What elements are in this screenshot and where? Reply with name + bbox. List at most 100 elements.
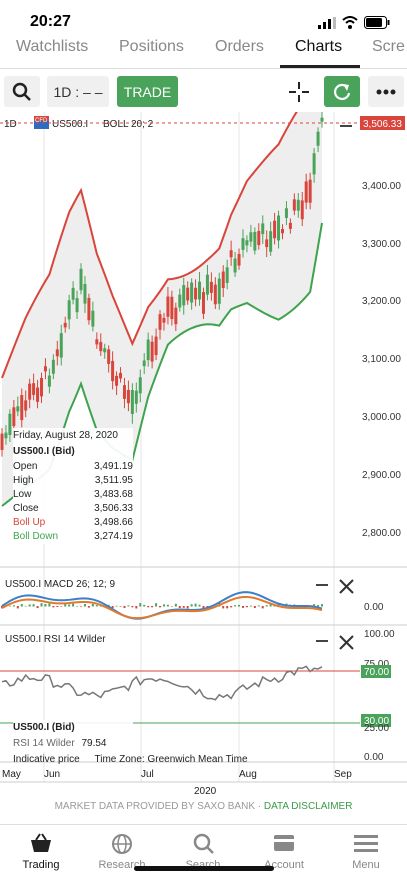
macd-histogram-bar	[234, 605, 237, 607]
macd-histogram-bar	[127, 605, 130, 607]
candle-body	[134, 390, 138, 404]
more-icon	[376, 89, 396, 94]
macd-histogram-bar	[159, 606, 162, 608]
tab-orders[interactable]: Orders	[215, 38, 264, 55]
candle-body	[142, 360, 146, 367]
macd-histogram-bar	[245, 606, 248, 608]
rsi-y-tick: 70.00	[364, 667, 389, 678]
macd-histogram-bar	[151, 606, 154, 608]
macd-histogram-bar	[32, 604, 35, 607]
candle-body	[87, 297, 91, 321]
candle-body	[241, 238, 245, 250]
candle-body	[107, 349, 111, 364]
candle-body	[280, 228, 284, 234]
battery-icon	[364, 16, 390, 29]
close-icon[interactable]	[339, 579, 354, 594]
candle-body	[12, 407, 16, 427]
rsi-y-tick: 25.00	[364, 723, 389, 734]
candle-body	[99, 342, 103, 352]
more-button[interactable]	[368, 76, 404, 107]
candle-body	[115, 375, 119, 386]
candle-body	[75, 298, 79, 313]
macd-histogram-bar	[155, 603, 158, 607]
candle-body	[194, 287, 198, 300]
crosshair-button[interactable]	[281, 76, 317, 107]
rsi-info-value: 79.54	[81, 738, 107, 749]
candle-body	[257, 230, 261, 246]
info-date: Friday, August 28, 2020	[13, 430, 118, 441]
candle-body	[174, 307, 178, 325]
search-icon	[12, 82, 31, 101]
info-value: 3,506.33	[94, 503, 133, 514]
data-disclaimer-link[interactable]: DATA DISCLAIMER	[263, 801, 353, 812]
close-icon[interactable]	[339, 635, 354, 650]
candle-body	[201, 292, 205, 314]
macd-histogram-bar	[321, 604, 323, 607]
nav-search[interactable]: Search	[168, 825, 238, 881]
x-tick-label: Sep	[334, 769, 352, 780]
tab-positions[interactable]: Positions	[119, 38, 184, 55]
info-label: Close	[13, 503, 39, 514]
macd-histogram-bar	[139, 603, 142, 607]
candle-body	[162, 317, 166, 323]
nav-account[interactable]: Account	[249, 825, 319, 881]
globe-icon	[112, 834, 132, 854]
info-value: 3,274.19	[94, 531, 133, 542]
macd-histogram-bar	[87, 606, 90, 608]
x-tick-label: Aug	[239, 769, 257, 780]
candle-body	[0, 433, 4, 450]
macd-histogram-bar	[226, 606, 229, 609]
info-value: 3,491.19	[94, 461, 133, 472]
candle-body	[198, 281, 202, 300]
refresh-button[interactable]	[324, 76, 360, 107]
candle-body	[229, 250, 233, 258]
candle-body	[225, 267, 229, 283]
candle-body	[178, 294, 182, 308]
macd-histogram-bar	[64, 603, 67, 607]
info-label: Open	[13, 461, 38, 472]
tab-screener[interactable]: Scre	[372, 38, 405, 55]
nav-menu[interactable]: Menu	[331, 825, 401, 881]
macd-histogram-bar	[170, 606, 173, 607]
ohlc-info-box: Friday, August 28, 2020 US500.I (Bid) Op…	[13, 428, 133, 544]
candle-body	[91, 310, 95, 327]
macd-histogram-bar	[48, 603, 51, 607]
candle-body	[316, 131, 320, 146]
candle-body	[170, 296, 174, 320]
last-price-value: 3,506.33	[363, 119, 402, 130]
rsi-info-row: RSI 14 Wilder 79.54	[13, 736, 133, 752]
indicative-price-label: Indicative price	[13, 754, 80, 765]
active-tab-indicator	[280, 65, 360, 68]
status-bar: 20:27	[0, 0, 407, 30]
y-tick-label: 2,900.00	[362, 470, 401, 481]
candle-body	[205, 274, 209, 295]
macd-histogram-bar	[91, 604, 94, 607]
candle-body	[233, 258, 237, 273]
nav-research[interactable]: Research	[87, 825, 157, 881]
candle-body	[71, 287, 75, 300]
candle-body	[51, 359, 55, 374]
candle-body	[245, 240, 249, 246]
macd-histogram-bar	[44, 604, 47, 607]
macd-histogram-bar	[8, 605, 11, 607]
candle-body	[130, 390, 134, 414]
search-button[interactable]	[4, 76, 40, 107]
bollinger-band-fill	[2, 112, 322, 506]
candle-body	[320, 117, 324, 122]
chart-area[interactable]: 3,400.00 3,300.00 3,200.00 3,100.00 3,00…	[0, 112, 407, 802]
macd-histogram-bar	[253, 606, 256, 609]
candle-body	[40, 377, 44, 397]
candle-body	[79, 268, 83, 291]
timeframe-selector[interactable]: 1D : – –	[47, 76, 109, 107]
macd-histogram-bar	[194, 603, 197, 607]
tab-watchlists[interactable]: Watchlists	[16, 38, 89, 55]
candle-body	[8, 413, 12, 435]
nav-trading[interactable]: Trading	[6, 825, 76, 881]
macd-histogram-bar	[83, 604, 86, 607]
tab-charts[interactable]: Charts	[295, 38, 343, 55]
trade-button[interactable]: TRADE	[117, 76, 178, 107]
provider-line: MARKET DATA PROVIDED BY SAXO BANK · DATA…	[0, 801, 407, 812]
macd-histogram-bar	[198, 604, 201, 607]
nav-label: Trading	[22, 859, 60, 871]
candle-body	[249, 232, 253, 242]
